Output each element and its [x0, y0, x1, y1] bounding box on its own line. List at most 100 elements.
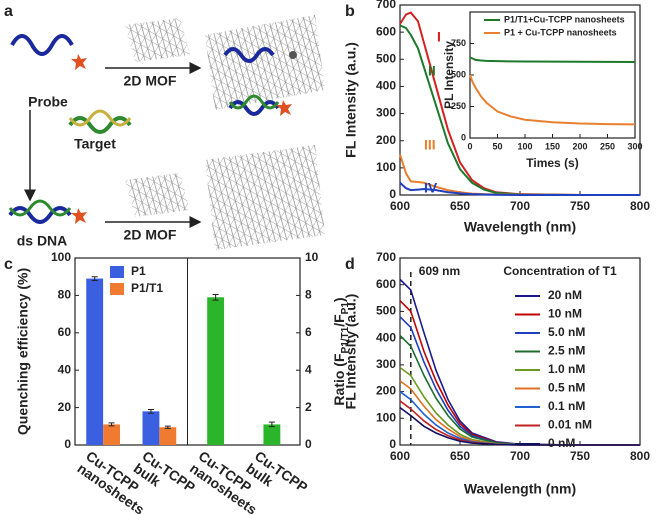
legend-label: 0.1 nM — [548, 399, 585, 413]
y-tick-label: 0 — [389, 187, 396, 201]
line-series — [469, 74, 636, 126]
bar — [263, 424, 281, 445]
label: 2D MOF — [124, 227, 177, 243]
y-tick-label: 20 — [58, 400, 72, 414]
x-tick-label: 200 — [572, 141, 587, 151]
error-bar — [212, 293, 219, 301]
line-series — [469, 56, 636, 64]
y-tick-label: 300 — [376, 357, 396, 371]
mof-sheet — [205, 15, 325, 110]
error-bar — [268, 421, 275, 428]
y2-tick-label: 0 — [305, 437, 312, 451]
x-tick-label: 800 — [630, 199, 650, 213]
bar — [103, 424, 120, 445]
bar — [86, 278, 104, 445]
panel-label: c — [4, 256, 13, 273]
y-tick-label: 600 — [376, 277, 396, 291]
panel-label: b — [345, 3, 355, 20]
bar — [142, 411, 160, 445]
y-tick-label: 750 — [451, 38, 466, 48]
error-bar — [91, 276, 98, 281]
y-tick-label: 0 — [64, 437, 71, 451]
dsdna — [8, 199, 72, 217]
y-axis-label: PL Intensity — [442, 41, 456, 109]
series-label: III — [424, 137, 436, 153]
mof-sheet — [205, 145, 325, 250]
x-tick-label: 800 — [630, 449, 650, 463]
label: Target — [74, 136, 116, 152]
legend-label: 0.5 nM — [548, 381, 585, 395]
mof-sheet — [125, 18, 190, 62]
x-tick-label: 250 — [600, 141, 615, 151]
x-tick-label: 750 — [570, 199, 590, 213]
bar — [159, 427, 177, 445]
label: ds DNA — [17, 233, 68, 249]
y-axis-label: Quenching efficiency (%) — [15, 268, 31, 435]
y2-tick-label: 6 — [305, 325, 312, 339]
x-tick-label: 750 — [570, 449, 590, 463]
y-tick-label: 200 — [376, 133, 396, 147]
dsdna — [228, 100, 280, 116]
y-axis-label: FL Intensity (a.u.) — [343, 294, 359, 410]
x-axis-label: Times (s) — [526, 156, 578, 170]
legend-label: 1.0 nM — [548, 362, 585, 376]
x-tick-label: 700 — [510, 199, 530, 213]
series-label: I — [437, 29, 441, 45]
y-tick-label: 100 — [51, 250, 71, 264]
series-label: IV — [424, 180, 438, 196]
x-tick-label: 650 — [450, 199, 470, 213]
probe-strand — [10, 34, 74, 56]
x-tick-label: 150 — [545, 141, 560, 151]
x-axis-label: Wavelength (nm) — [464, 219, 576, 235]
y-tick-label: 100 — [376, 160, 396, 174]
x-tick-label: 100 — [517, 141, 532, 151]
fluorophore — [71, 54, 87, 70]
bar — [207, 297, 225, 445]
y-tick-label: 250 — [451, 101, 466, 111]
y2-label-part: Ratio (F — [331, 353, 347, 406]
legend-label: P1/T1 — [131, 281, 163, 295]
target-strand — [68, 109, 132, 127]
y2-axis-label: Ratio (FP1/T1/FP1) — [331, 297, 351, 405]
error-bar — [164, 425, 171, 429]
y-tick-label: 700 — [376, 0, 396, 11]
legend-label: 10 nM — [548, 307, 582, 321]
y-axis-label: FL Intensity (a.u.) — [343, 42, 359, 158]
y2-label-part: P1 — [340, 302, 351, 315]
y2-label-part: P1/T1 — [340, 326, 351, 353]
x-axis-label: Wavelength (nm) — [464, 481, 576, 497]
dsdna — [228, 94, 280, 110]
y-tick-label: 200 — [376, 384, 396, 398]
panel-label: d — [345, 256, 355, 273]
x-tick-label: 50 — [492, 141, 502, 151]
x-tick-label: 600 — [390, 449, 410, 463]
legend-label: P1/T1+Cu-TCPP nanosheets — [504, 14, 625, 24]
x-tick-label: 300 — [627, 141, 642, 151]
panel-a: a Probe 2D MOF Target ds DNA 2D MOF — [4, 3, 325, 250]
y2-tick-label: 10 — [305, 250, 319, 264]
x-tick-label: 0 — [467, 141, 472, 151]
y-tick-label: 400 — [376, 330, 396, 344]
line-series — [399, 182, 640, 196]
probe-strand — [223, 47, 275, 63]
y-tick-label: 60 — [58, 325, 72, 339]
y2-tick-label: 8 — [305, 288, 312, 302]
legend-label: 0.01 nM — [548, 418, 592, 432]
fluorophore — [71, 208, 87, 224]
y-tick-label: 40 — [58, 362, 72, 376]
y2-label-part: ) — [331, 297, 347, 302]
y-tick-label: 400 — [376, 79, 396, 93]
y-tick-label: 500 — [451, 69, 466, 79]
y2-label-part: /F — [331, 314, 347, 327]
error-bar — [147, 408, 154, 414]
legend-label: 2.5 nM — [548, 344, 585, 358]
y-tick-label: 100 — [376, 410, 396, 424]
legend-label: 0 nM — [548, 436, 575, 450]
legend-swatch — [110, 283, 124, 295]
legend-label: 20 nM — [548, 288, 582, 302]
y-tick-label: 80 — [58, 288, 72, 302]
y2-tick-label: 2 — [305, 400, 312, 414]
dsdna — [8, 206, 72, 224]
legend-title: Concentration of T1 — [503, 264, 617, 278]
